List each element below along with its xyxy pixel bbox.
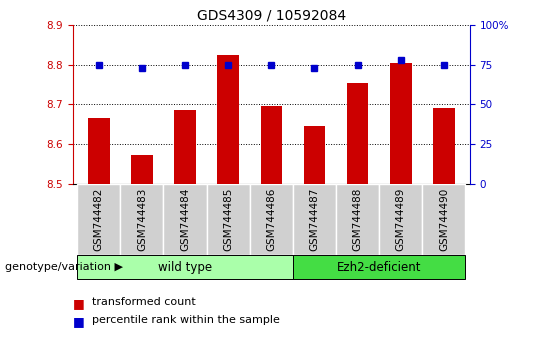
Text: GSM744489: GSM744489 xyxy=(396,188,406,251)
Text: percentile rank within the sample: percentile rank within the sample xyxy=(92,315,280,325)
Bar xyxy=(131,155,153,184)
Text: GSM744488: GSM744488 xyxy=(353,188,363,251)
Bar xyxy=(379,184,422,255)
Text: wild type: wild type xyxy=(158,261,212,274)
Text: GSM744483: GSM744483 xyxy=(137,188,147,251)
Bar xyxy=(422,184,465,255)
Bar xyxy=(250,184,293,255)
Text: GSM744485: GSM744485 xyxy=(223,188,233,251)
Bar xyxy=(261,107,282,184)
Text: GSM744486: GSM744486 xyxy=(266,188,276,251)
Bar xyxy=(293,255,465,279)
Text: GSM744482: GSM744482 xyxy=(94,188,104,251)
Bar xyxy=(207,184,250,255)
Text: ■: ■ xyxy=(73,315,85,328)
Bar xyxy=(293,184,336,255)
Text: GSM744490: GSM744490 xyxy=(439,188,449,251)
Bar xyxy=(77,255,293,279)
Bar xyxy=(164,184,207,255)
Bar xyxy=(77,184,120,255)
Text: GSM744484: GSM744484 xyxy=(180,188,190,251)
Bar xyxy=(433,108,455,184)
Text: transformed count: transformed count xyxy=(92,297,195,307)
Bar xyxy=(218,55,239,184)
Bar xyxy=(390,63,411,184)
Title: GDS4309 / 10592084: GDS4309 / 10592084 xyxy=(197,8,346,22)
Bar xyxy=(303,126,325,184)
Text: genotype/variation ▶: genotype/variation ▶ xyxy=(5,262,124,272)
Text: ■: ■ xyxy=(73,297,85,310)
Bar xyxy=(336,184,379,255)
Text: GSM744487: GSM744487 xyxy=(309,188,320,251)
Bar xyxy=(174,110,196,184)
Bar xyxy=(120,184,164,255)
Text: Ezh2-deficient: Ezh2-deficient xyxy=(337,261,421,274)
Bar xyxy=(347,82,368,184)
Bar xyxy=(88,118,110,184)
